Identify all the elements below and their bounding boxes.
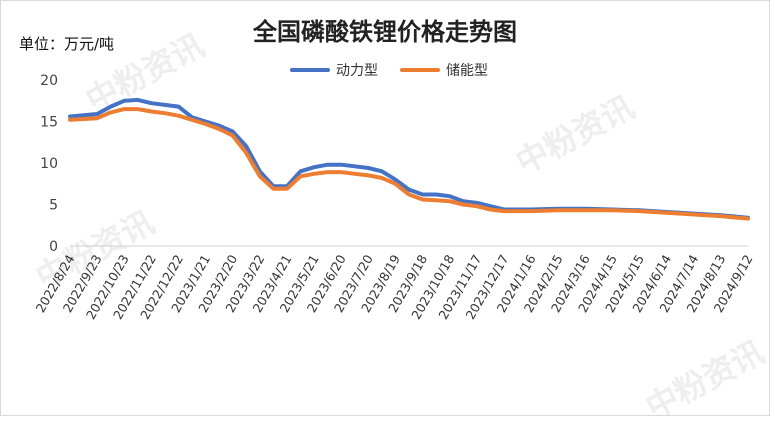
chart-frame: [0, 0, 770, 416]
legend-label-storage: 储能型: [446, 63, 488, 79]
series-line-power: [68, 97, 750, 220]
chart-title: 全国磷酸铁锂价格走势图: [253, 17, 517, 46]
legend-swatch-storage: [400, 68, 440, 72]
y-tick-label: 0: [49, 239, 58, 255]
legend-label-power: 动力型: [336, 63, 378, 79]
series-line-storage: [68, 107, 750, 221]
legend-item-power: 动力型: [290, 60, 378, 80]
chart-plot: 051015202022/8/242022/9/232022/10/232022…: [33, 73, 756, 322]
legend-swatch-power: [290, 68, 330, 72]
y-tick-label: 10: [40, 156, 58, 172]
y-tick-label: 5: [49, 198, 58, 214]
y-tick-label: 15: [40, 115, 58, 131]
legend: 动力型 储能型: [290, 60, 488, 80]
legend-item-storage: 储能型: [400, 60, 488, 80]
unit-label: 单位：万元/吨: [19, 35, 115, 53]
y-tick-label: 20: [40, 73, 58, 89]
